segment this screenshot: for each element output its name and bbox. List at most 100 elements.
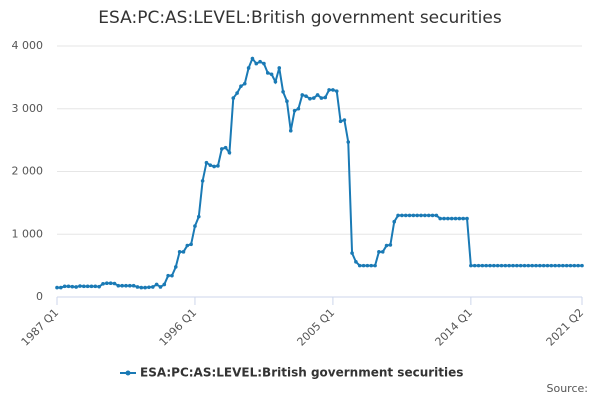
point [557, 263, 561, 268]
point [430, 213, 435, 218]
point [204, 160, 209, 165]
y-tick-label: 3 000 [12, 102, 44, 115]
point [576, 263, 580, 268]
point [181, 250, 186, 254]
point [572, 263, 577, 268]
point [246, 66, 251, 70]
point [135, 285, 140, 289]
point [196, 214, 201, 219]
point [285, 99, 289, 104]
point [151, 285, 155, 289]
point [254, 61, 259, 66]
point [545, 263, 550, 268]
point [415, 213, 420, 218]
point [423, 213, 427, 218]
point [426, 213, 431, 218]
point [449, 216, 454, 221]
y-tick-label: 1 000 [12, 227, 44, 240]
point [507, 263, 511, 268]
point [128, 283, 132, 288]
point [457, 216, 462, 221]
point [116, 283, 121, 288]
point [361, 263, 366, 268]
point [242, 81, 247, 86]
point [377, 250, 381, 254]
point [342, 118, 347, 122]
point [396, 213, 400, 218]
x-tick-label: 1996 Q1 [157, 306, 200, 349]
point [162, 282, 167, 287]
point [296, 106, 301, 111]
line [57, 56, 582, 289]
point [319, 96, 324, 100]
point [484, 263, 488, 268]
point [223, 145, 228, 150]
point [522, 263, 527, 268]
point [265, 71, 270, 75]
point [327, 88, 331, 92]
point [561, 263, 565, 268]
point [434, 213, 439, 218]
point [277, 66, 282, 70]
point [166, 273, 170, 278]
point [515, 263, 519, 268]
point [365, 263, 370, 268]
point [549, 263, 554, 268]
point [227, 150, 232, 155]
point [465, 216, 469, 221]
point [541, 263, 546, 268]
point [97, 284, 101, 289]
point [564, 263, 569, 268]
point [177, 250, 182, 254]
point [373, 263, 377, 268]
point [338, 119, 343, 124]
point [139, 285, 144, 290]
point [108, 281, 113, 285]
point [476, 263, 481, 268]
point [438, 216, 443, 221]
point [354, 260, 358, 264]
point [70, 284, 75, 289]
point [304, 94, 308, 98]
chart-title: ESA:PC:AS:LEVEL:British government secur… [98, 8, 502, 28]
point [380, 250, 385, 254]
point [250, 56, 255, 61]
point [235, 91, 239, 95]
legend-marker [125, 370, 131, 376]
point [288, 128, 293, 133]
point [216, 164, 220, 168]
point [334, 89, 339, 93]
source: Source: [547, 382, 589, 395]
point [55, 285, 59, 290]
point [292, 108, 297, 113]
point [480, 263, 485, 268]
point [105, 281, 109, 285]
point [469, 263, 473, 268]
x-tick-label: 1987 Q1 [19, 306, 62, 349]
point [518, 263, 523, 268]
point [262, 61, 266, 66]
point [346, 140, 351, 144]
point [185, 243, 190, 248]
point [120, 283, 124, 288]
point [74, 285, 78, 289]
point [384, 243, 389, 248]
point [239, 84, 243, 88]
point [472, 263, 477, 268]
point [392, 219, 397, 224]
point [59, 285, 63, 290]
point [189, 242, 193, 247]
x-tick-label: 2021 Q2 [544, 306, 587, 349]
point [511, 263, 515, 268]
point [82, 284, 86, 289]
point [553, 263, 557, 268]
y-tick-label: 0 [36, 290, 43, 303]
point [124, 283, 128, 288]
point [530, 263, 534, 268]
point [173, 265, 178, 269]
point [461, 216, 466, 221]
point [300, 93, 305, 97]
point [308, 96, 312, 101]
point [315, 93, 320, 97]
point [273, 79, 278, 84]
